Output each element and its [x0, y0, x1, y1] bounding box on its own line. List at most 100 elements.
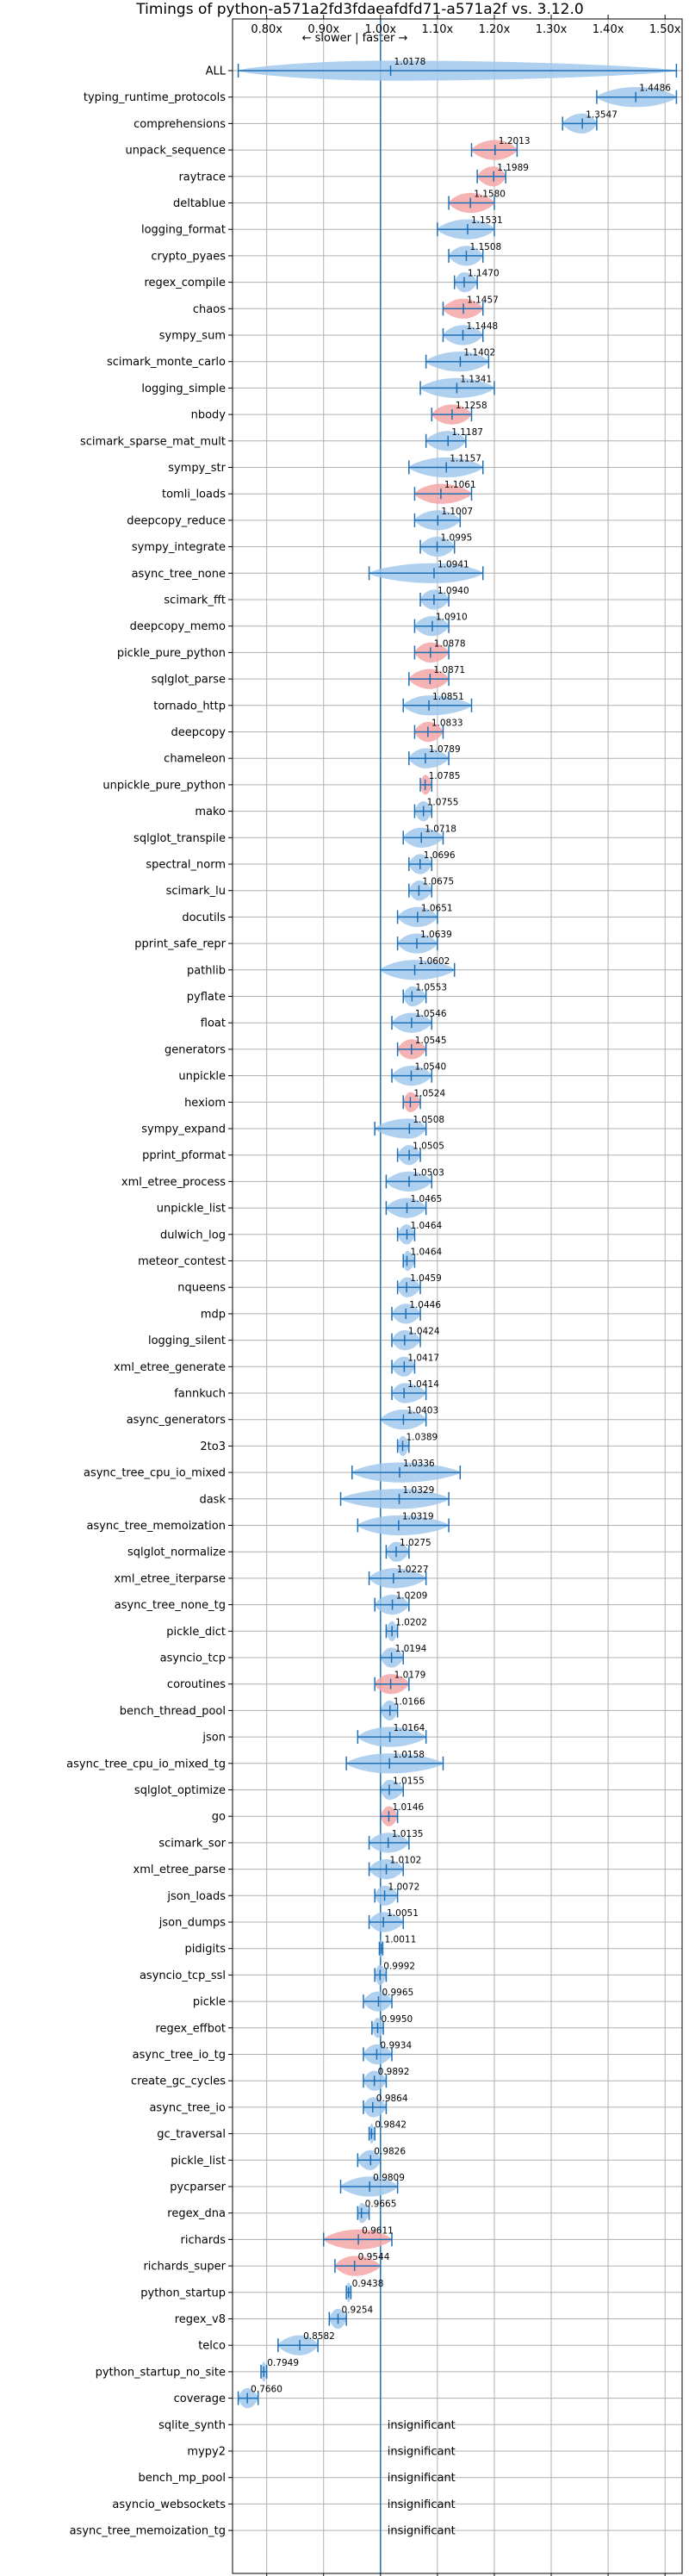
value-label: 1.0164: [394, 1723, 425, 1733]
category-label: async_tree_none: [132, 568, 226, 581]
category-label: 2to3: [200, 1440, 226, 1453]
value-label: 1.0910: [436, 613, 468, 623]
value-label: 1.0524: [413, 1088, 445, 1098]
category-label: spectral_norm: [146, 859, 226, 872]
category-label: sqlglot_optimize: [134, 1784, 226, 1797]
value-label: 1.0464: [410, 1248, 442, 1258]
category-label: chameleon: [164, 753, 226, 766]
direction-annotation: ← slower | faster →: [302, 32, 408, 45]
category-label: unpickle_pure_python: [102, 779, 226, 792]
value-label: 1.0508: [413, 1115, 444, 1125]
grid-layer: [233, 19, 682, 2573]
category-label: pidigits: [185, 1943, 227, 1956]
value-label: 1.0940: [438, 586, 469, 596]
value-label: 1.0194: [395, 1644, 427, 1654]
category-label: pathlib: [187, 964, 226, 977]
value-label: 1.0051: [387, 1908, 419, 1919]
category-label: pycparser: [170, 2181, 226, 2194]
value-label: 1.1580: [474, 190, 506, 200]
category-label: regex_v8: [175, 2313, 226, 2326]
category-label: json_loads: [166, 1890, 226, 1903]
category-label: nbody: [191, 409, 227, 422]
plot-layer: 1.0178 1.4486 1.3547 1.2013 1.1989 1.1580 1.15…: [237, 19, 678, 2573]
value-label: 1.0941: [438, 559, 469, 569]
category-label: sqlglot_normalize: [127, 1546, 226, 1559]
value-label: 1.0227: [397, 1565, 429, 1575]
category-label: python_startup: [140, 2287, 226, 2299]
value-label: 1.1061: [444, 480, 476, 490]
category-label: pickle_dict: [166, 1626, 226, 1639]
top-tick-label: 1.20x: [479, 23, 511, 36]
category-label: scimark_fft: [164, 594, 226, 607]
value-label: 1.1989: [497, 163, 529, 173]
value-label: 1.0785: [429, 771, 461, 781]
value-label: 1.1457: [467, 295, 499, 305]
value-label: 0.9892: [378, 2067, 410, 2077]
category-label: sympy_sum: [159, 330, 226, 343]
value-label: 1.0403: [407, 1406, 438, 1416]
value-label: 0.9826: [374, 2146, 406, 2156]
category-label: json_dumps: [158, 1917, 226, 1930]
category-label: async_tree_cpu_io_mixed_tg: [66, 1758, 226, 1770]
value-label: 1.1402: [463, 348, 495, 358]
category-label: float: [201, 1017, 226, 1030]
category-label: hexiom: [184, 1097, 226, 1110]
value-label: 1.1187: [451, 427, 483, 438]
value-label: 1.0336: [403, 1459, 435, 1469]
category-label: sqlite_synth: [158, 2419, 226, 2432]
value-label: 0.9665: [365, 2200, 397, 2210]
value-label: 1.0540: [414, 1062, 446, 1073]
category-label: mdp: [201, 1308, 226, 1321]
value-label: 0.8582: [303, 2331, 335, 2342]
category-label: pickle_list: [171, 2155, 226, 2168]
category-label: gc_traversal: [157, 2128, 226, 2141]
value-label: 1.0553: [415, 983, 447, 993]
value-label: 0.9950: [381, 2014, 413, 2025]
value-label: 0.9992: [383, 1961, 415, 1971]
value-label: 1.0011: [385, 1935, 417, 1945]
category-label: unpickle_list: [157, 1203, 226, 1216]
value-label: 0.9544: [358, 2252, 390, 2262]
value-label: 0.9864: [376, 2094, 408, 2104]
category-label: pickle: [193, 1996, 226, 2009]
top-tick-label: 1.10x: [422, 23, 454, 36]
category-label: dulwich_log: [160, 1229, 226, 1241]
value-label: 1.0417: [407, 1353, 439, 1363]
category-label: tornado_http: [153, 700, 226, 712]
category-label: richards: [181, 2234, 227, 2247]
category-label: scimark_lu: [166, 885, 226, 898]
value-label: 0.7949: [267, 2358, 299, 2368]
value-label: 1.0505: [413, 1142, 444, 1152]
value-label: 0.9438: [352, 2279, 384, 2289]
category-label: deepcopy: [171, 726, 226, 739]
top-tick-label: 0.90x: [307, 23, 339, 36]
value-label: 1.0789: [429, 744, 461, 755]
value-label: 1.0465: [411, 1194, 443, 1204]
value-label: 1.0178: [394, 57, 426, 67]
value-label: 1.1470: [468, 269, 500, 279]
category-label: generators: [164, 1043, 226, 1056]
category-label: mako: [195, 806, 226, 818]
value-label: 1.0209: [396, 1591, 428, 1602]
value-label: 1.0878: [434, 638, 466, 649]
category-label: docutils: [182, 912, 226, 924]
category-label: comprehensions: [133, 118, 226, 131]
value-label: 1.0718: [425, 824, 456, 834]
category-label: pprint_safe_repr: [134, 938, 226, 951]
category-label: coverage: [174, 2392, 226, 2405]
category-label: python_startup_no_site: [96, 2366, 226, 2379]
category-label: async_tree_io_tg: [133, 2049, 226, 2062]
value-label: 1.0696: [424, 850, 456, 861]
top-tick-label: 1.00x: [364, 23, 396, 36]
top-tick-label: 1.40x: [593, 23, 624, 36]
category-label: logging_simple: [141, 383, 226, 395]
category-labels: ALL typing_runtime_protocols comprehension…: [66, 65, 233, 2538]
chart-title: Timings of python-a571a2fd3fdaeafdfd71-a…: [135, 1, 583, 18]
value-label: 1.0146: [392, 1802, 424, 1813]
category-label: pickle_pure_python: [117, 647, 226, 660]
value-label: 1.0871: [433, 665, 465, 675]
insignificant-label: insignificant: [388, 2472, 456, 2485]
value-label: 0.9965: [382, 1988, 413, 1998]
value-label: 1.1007: [441, 507, 473, 517]
value-label: 1.0102: [390, 1856, 422, 1866]
